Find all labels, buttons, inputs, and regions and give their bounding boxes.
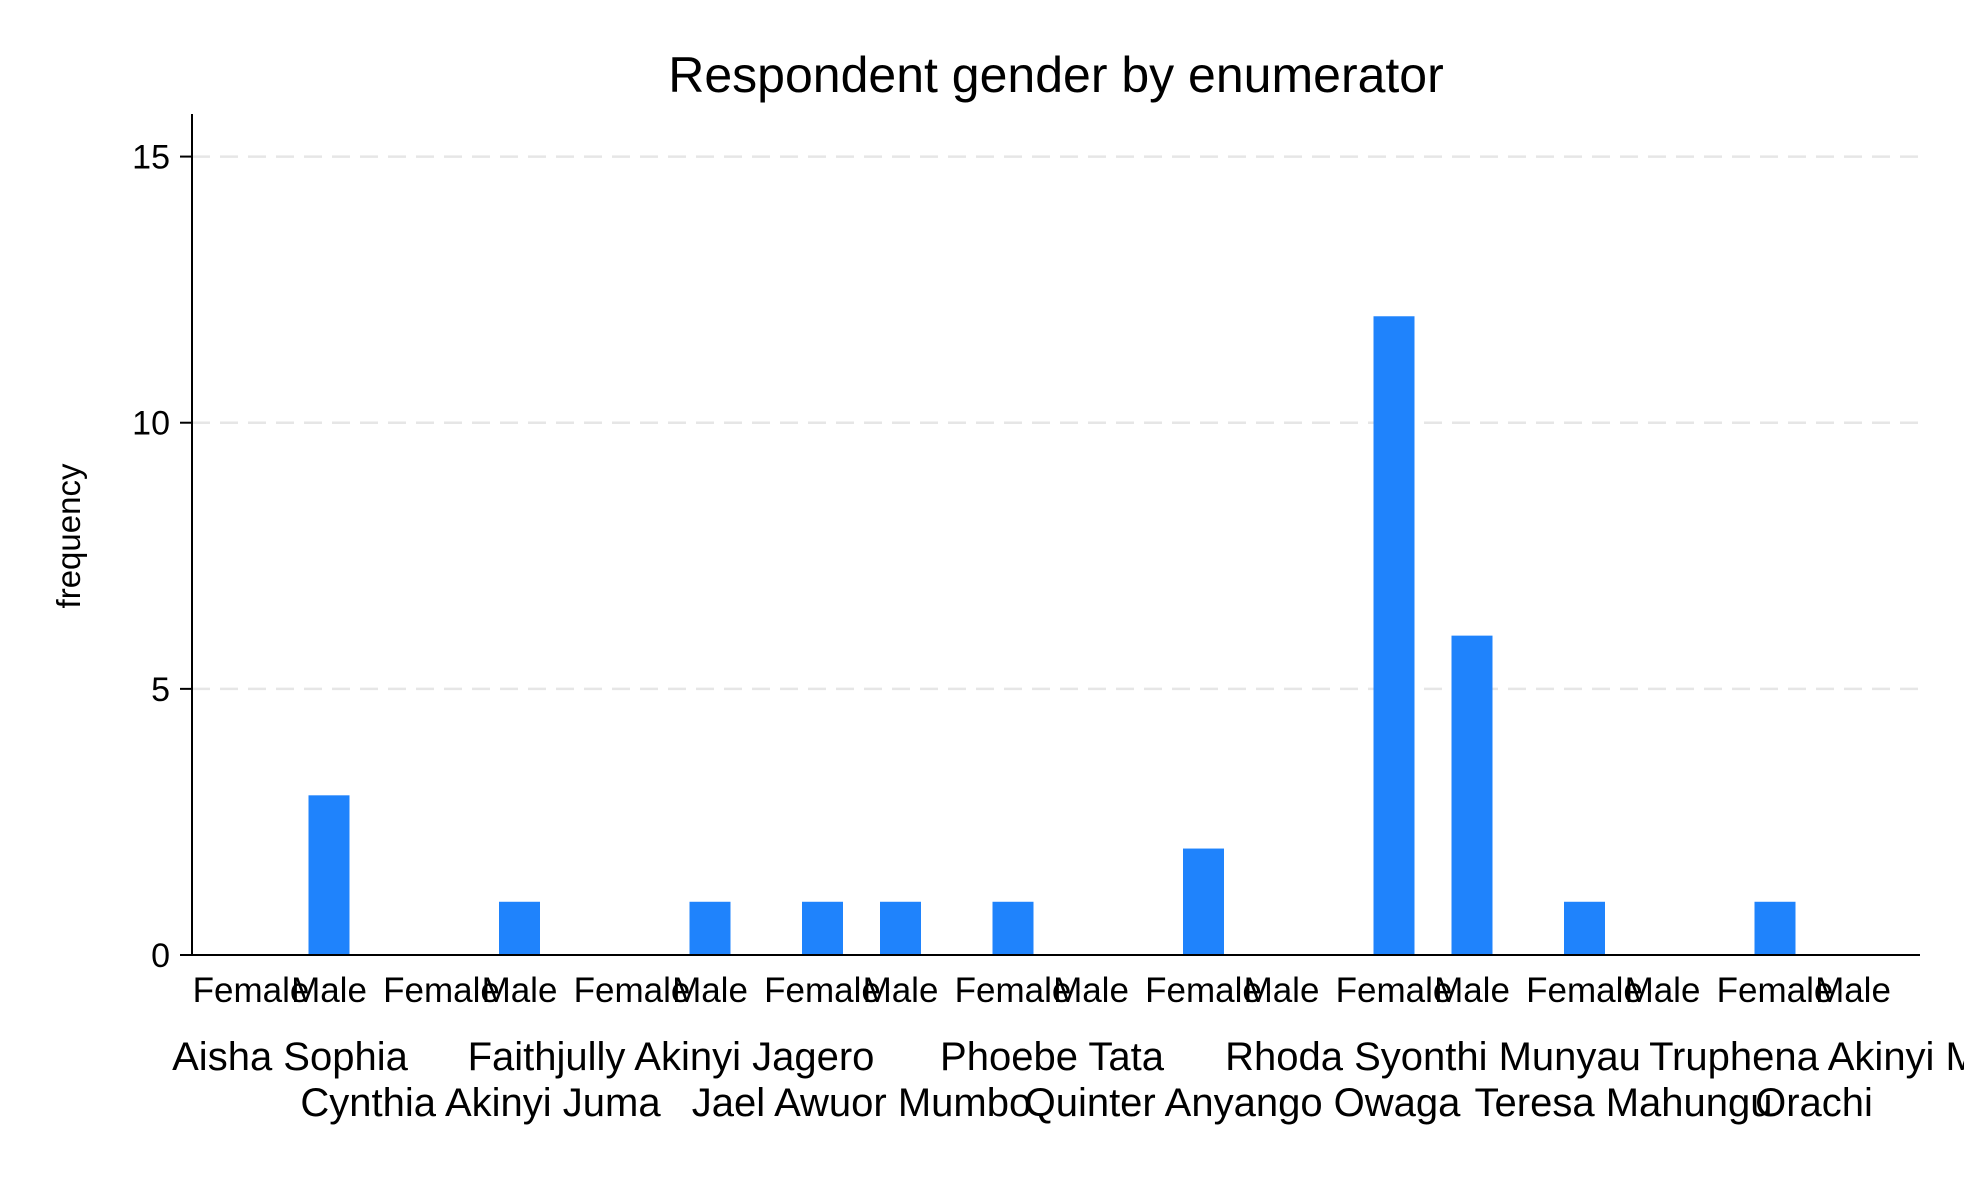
x-tick-label: Male	[672, 971, 748, 1010]
group-label: Phoebe Tata	[940, 1035, 1165, 1079]
x-tick-label: Female	[1145, 971, 1262, 1010]
group-label: Quinter Anyango Owaga	[1025, 1081, 1462, 1125]
x-tick-label: Male	[1434, 971, 1510, 1010]
x-tick-label: Female	[1336, 971, 1453, 1010]
group-label: Aisha Sophia	[172, 1035, 408, 1079]
x-tick-label: Female	[383, 971, 500, 1010]
bar	[308, 795, 350, 955]
y-ticks: 0 5 10 15	[132, 139, 192, 975]
x-tick-label: Male	[1244, 971, 1320, 1010]
x-tick-label: Male	[482, 971, 558, 1010]
bars	[308, 316, 1796, 955]
y-tick-label: 5	[151, 671, 170, 709]
y-axis-label: frequency	[50, 463, 87, 608]
x-tick-label: Female	[1717, 971, 1834, 1010]
y-tick-label: 0	[151, 937, 170, 975]
x-tick-label: Female	[955, 971, 1072, 1010]
bar	[1373, 316, 1415, 955]
gridlines	[192, 155, 1920, 691]
group-label: Faithjully Akinyi Jagero	[468, 1035, 875, 1079]
x-tick-label: Female	[574, 971, 691, 1010]
y-tick-label: 15	[132, 139, 170, 177]
x-tick-label: Male	[291, 971, 367, 1010]
bar	[1564, 901, 1605, 955]
group-label: Teresa Mahungu	[1475, 1081, 1773, 1125]
x-tick-label: Male	[1053, 971, 1129, 1010]
bar	[1451, 635, 1493, 955]
group-label: Jael Awuor Mumbo	[692, 1081, 1031, 1125]
x-tick-label: Female	[193, 971, 310, 1010]
bar	[1183, 848, 1224, 955]
x-tick-label: Male	[1625, 971, 1701, 1010]
bar	[992, 901, 1034, 955]
bar	[499, 901, 540, 955]
group-label: Orachi	[1755, 1081, 1873, 1125]
x-tick-label: Male	[863, 971, 939, 1010]
x-tick-label: Male	[1815, 971, 1891, 1010]
x-tick-label: Female	[764, 971, 881, 1010]
bar	[802, 901, 843, 955]
group-label: Rhoda Syonthi Munyau	[1225, 1035, 1641, 1079]
group-labels: Aisha Sophia Faithjully Akinyi Jagero Phoe…	[172, 1035, 1964, 1125]
group-label: Cynthia Akinyi Juma	[300, 1081, 661, 1125]
x-tick-label: Female	[1526, 971, 1643, 1010]
bar	[689, 901, 731, 955]
group-label: Truphena Akinyi M	[1649, 1035, 1964, 1079]
bar	[1754, 901, 1796, 955]
bar	[880, 901, 921, 955]
y-tick-label: 10	[132, 405, 170, 443]
chart-title: Respondent gender by enumerator	[668, 47, 1444, 103]
